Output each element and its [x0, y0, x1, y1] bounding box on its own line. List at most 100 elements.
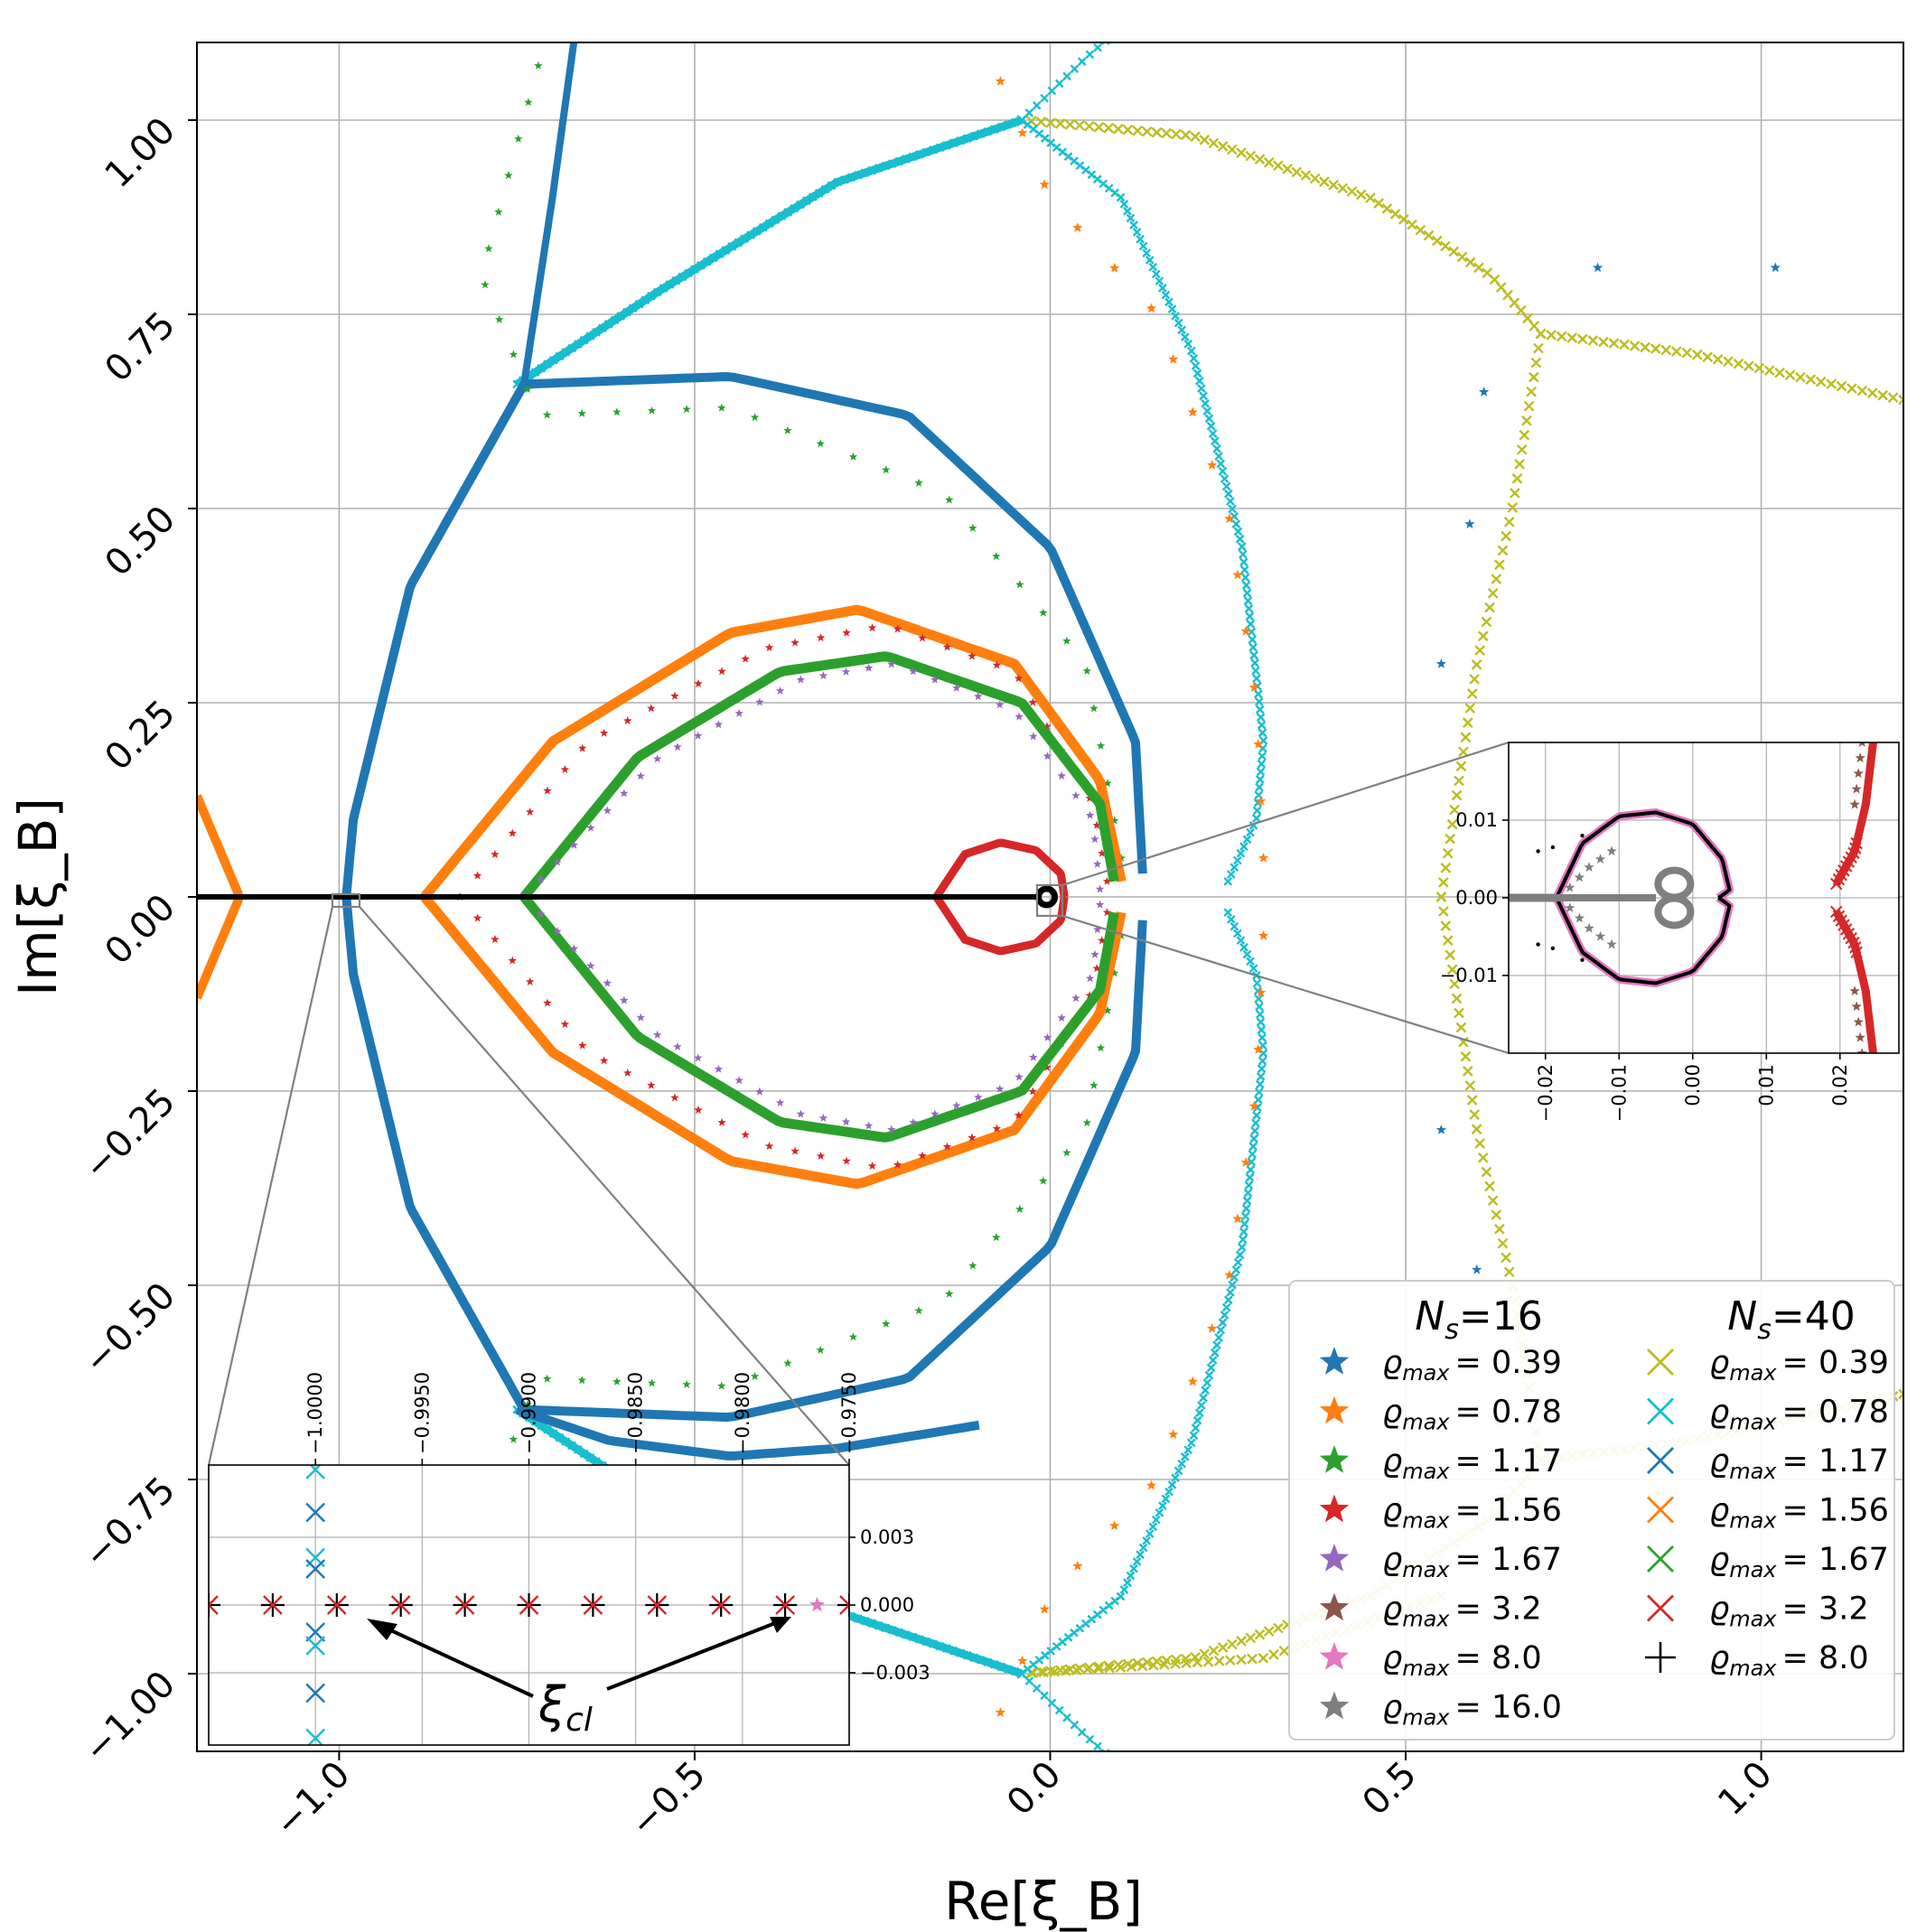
series-ns16-167-point: [952, 1101, 961, 1110]
legend-entry-label: ϱmax = 16.0: [1382, 1690, 1562, 1731]
series-040-point: [1733, 358, 1744, 369]
inset-right-gray-star: [1574, 912, 1585, 923]
series-040-point: [1245, 150, 1257, 162]
inset-left-red-x: [839, 1595, 849, 1615]
series-078-point: [1255, 775, 1265, 784]
series-ns16-167-point: [1093, 859, 1102, 868]
series-078-point: [1117, 23, 1125, 31]
series-ns16-167-point: [775, 1098, 785, 1107]
series-ns16-167-point: [755, 1087, 764, 1096]
series-ns16-117-point: [647, 406, 657, 415]
inset-left-vertical-x: [305, 1559, 326, 1579]
series-078-point: [1138, 241, 1148, 251]
series-ns16-156-point: [741, 1130, 750, 1139]
x-tick-label: −1.0: [266, 1754, 358, 1845]
series-ns16-117-point: [992, 552, 1001, 560]
series-040-point: [1464, 703, 1476, 714]
series-078-point: [1199, 1393, 1208, 1403]
series-ns16-117-point: [848, 452, 858, 461]
series-ns16-167-point: [569, 840, 579, 849]
series-078-point: [1155, 276, 1164, 286]
legend-marker-star: [1319, 1347, 1350, 1375]
inset-right-gray-star: [1565, 882, 1575, 892]
series-078-point: [1233, 929, 1242, 938]
series-040-point: [1049, 1666, 1061, 1677]
series-078-point: [1258, 751, 1267, 761]
inset-left-red-x: [326, 1595, 347, 1615]
series-040-point: [1141, 126, 1153, 137]
inset-right-black-dot: [1550, 845, 1556, 850]
series-ns16-078-point: [1224, 1269, 1235, 1280]
series-078-point: [1126, 1571, 1136, 1581]
legend-entry-value: = 3.2: [1782, 1591, 1869, 1628]
series-078-point: [1239, 1219, 1249, 1228]
series-ns16-156-point: [1042, 722, 1052, 731]
series-040-point: [1460, 732, 1472, 743]
series-078-point: [1248, 642, 1258, 652]
series-040-point: [1477, 1152, 1489, 1163]
series-040-point: [1217, 1642, 1229, 1653]
series-040-point: [1587, 335, 1599, 346]
series-078-point: [1237, 1243, 1247, 1252]
series-040-point: [1681, 347, 1693, 359]
series-ns16-117-point: [534, 61, 543, 70]
series-078-point: [1250, 1126, 1259, 1135]
series-ns16-167-point: [775, 686, 785, 695]
series-117-curve: [341, 896, 528, 1413]
series-078-point: [1249, 650, 1258, 660]
inset-left-y-tick-label: 0.000: [860, 1594, 914, 1616]
series-ns16-156-point: [670, 1093, 679, 1102]
series-040-point: [1474, 1138, 1486, 1149]
series-040-point: [1805, 374, 1817, 386]
legend-entry-value: = 8.0: [1455, 1640, 1542, 1676]
series-078-point: [1164, 297, 1173, 307]
series-ns16-078-point: [1258, 930, 1269, 940]
zoom-line-left-b: [359, 906, 850, 1466]
inset-right-brown-star: [1855, 752, 1865, 763]
series-078-point: [1231, 519, 1241, 528]
series-078-point: [1119, 1585, 1129, 1594]
series-078-point: [1239, 1235, 1248, 1245]
legend-marker-x: [1647, 1594, 1674, 1622]
series-078-point: [1085, 1734, 1095, 1744]
series-040-point: [1469, 1109, 1481, 1120]
series-040-point: [1691, 349, 1703, 360]
legend-marker-x: [1647, 1397, 1674, 1425]
series-040-point: [1523, 400, 1535, 412]
series-ns16-156-point: [764, 643, 774, 652]
series-040-point: [1071, 1665, 1082, 1675]
inset-left-x-tick-label: −0.9900: [519, 1372, 540, 1454]
series-ns16-156-point: [491, 850, 500, 858]
inset-left-plus: [209, 1593, 220, 1617]
series-ns16-167-point: [996, 700, 1005, 709]
inset-left-x-tick-label: −0.9850: [625, 1372, 647, 1454]
series-ns16-156-point: [508, 956, 517, 965]
series-ns16-167-point: [636, 771, 645, 780]
series-078-point: [1180, 1452, 1190, 1461]
legend-entry-var: ϱ: [1382, 1493, 1402, 1529]
series-078-point: [1167, 1480, 1177, 1489]
series-ns16-117-point: [882, 465, 891, 474]
inset-right-brown-star: [1856, 1048, 1867, 1053]
series-040-point: [1856, 385, 1868, 397]
series-ns16-078-point: [1240, 1157, 1251, 1167]
series-040-point: [1208, 1645, 1220, 1657]
series-ns16-117-point: [816, 1345, 825, 1354]
series-040-point: [1533, 342, 1544, 354]
inset-left-x-tick-label: −0.9800: [732, 1372, 753, 1454]
series-ns16-117-point: [783, 1358, 792, 1367]
series-078-point: [1171, 1473, 1180, 1482]
y-tick-label: −1.00: [76, 1664, 183, 1771]
series-040-point: [1629, 341, 1641, 351]
series-078-point: [1032, 1684, 1042, 1694]
legend-entry-var: ϱ: [1382, 1345, 1402, 1381]
series-ns16-078-point: [1145, 303, 1157, 313]
series-ns16-078-point: [1232, 1213, 1243, 1224]
legend-entry-label: ϱmax = 0.39: [1382, 1345, 1562, 1386]
legend-entry-var: ϱ: [1382, 1395, 1402, 1431]
inset-right-x-tick-label: −0.01: [1608, 1064, 1630, 1122]
series-ns16-117-point: [914, 1306, 923, 1315]
inset-left-y-tick-label: −0.003: [860, 1662, 930, 1684]
series-040-point: [1487, 1195, 1499, 1207]
